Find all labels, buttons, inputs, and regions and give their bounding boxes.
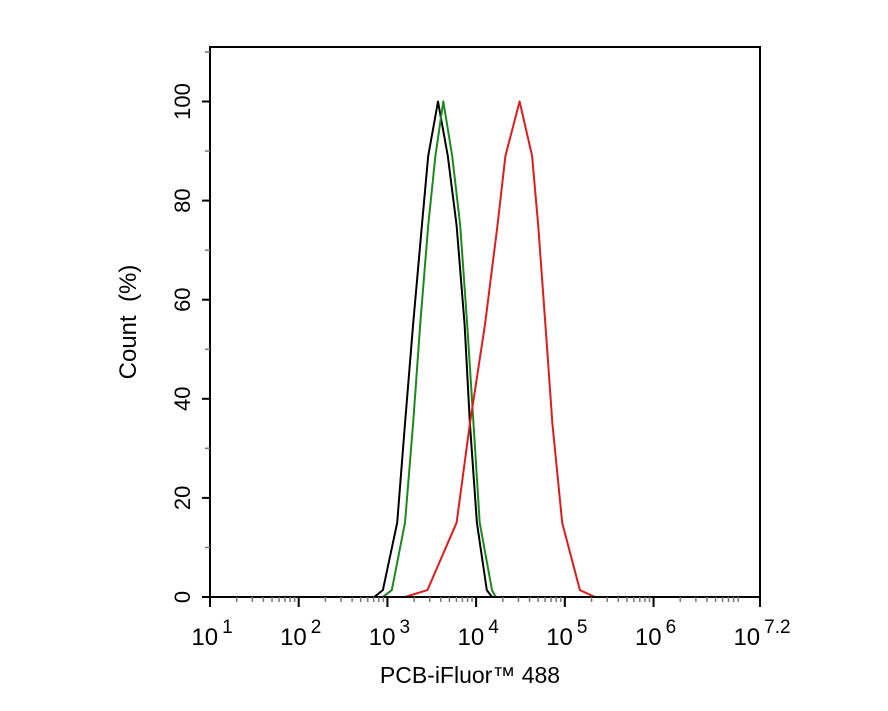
x-tick-label: 10 3 [369,617,410,651]
plot-frame [209,46,761,598]
series-layer [373,100,596,598]
ticks-layer: 0 20 40 60 80 100 10 1 10 2 10 3 10 4 10 5 10 6 10 7.2 [170,51,791,651]
x-axis-label: PCB-iFluor™ 488 [380,662,560,688]
y-tick-label: 60 [170,287,195,311]
series-line-1 [373,100,493,598]
y-tick-label: 100 [170,83,195,120]
y-tick-label: 40 [170,387,195,411]
y-tick-label: 80 [170,188,195,212]
y-axis-label: Count (%) [115,265,142,380]
x-tick-label: 10 5 [546,617,587,651]
x-tick-label: 10 6 [635,617,676,651]
x-tick-label: 10 4 [457,617,499,651]
series-line-3 [404,100,596,598]
x-tick-label: 10 2 [280,617,321,651]
y-tick-label: 20 [170,486,195,510]
y-tick-label: 0 [170,591,195,603]
x-tick-label: 10 1 [191,617,232,651]
series-line-2 [382,100,497,598]
x-tick-label: 10 7.2 [733,617,790,651]
